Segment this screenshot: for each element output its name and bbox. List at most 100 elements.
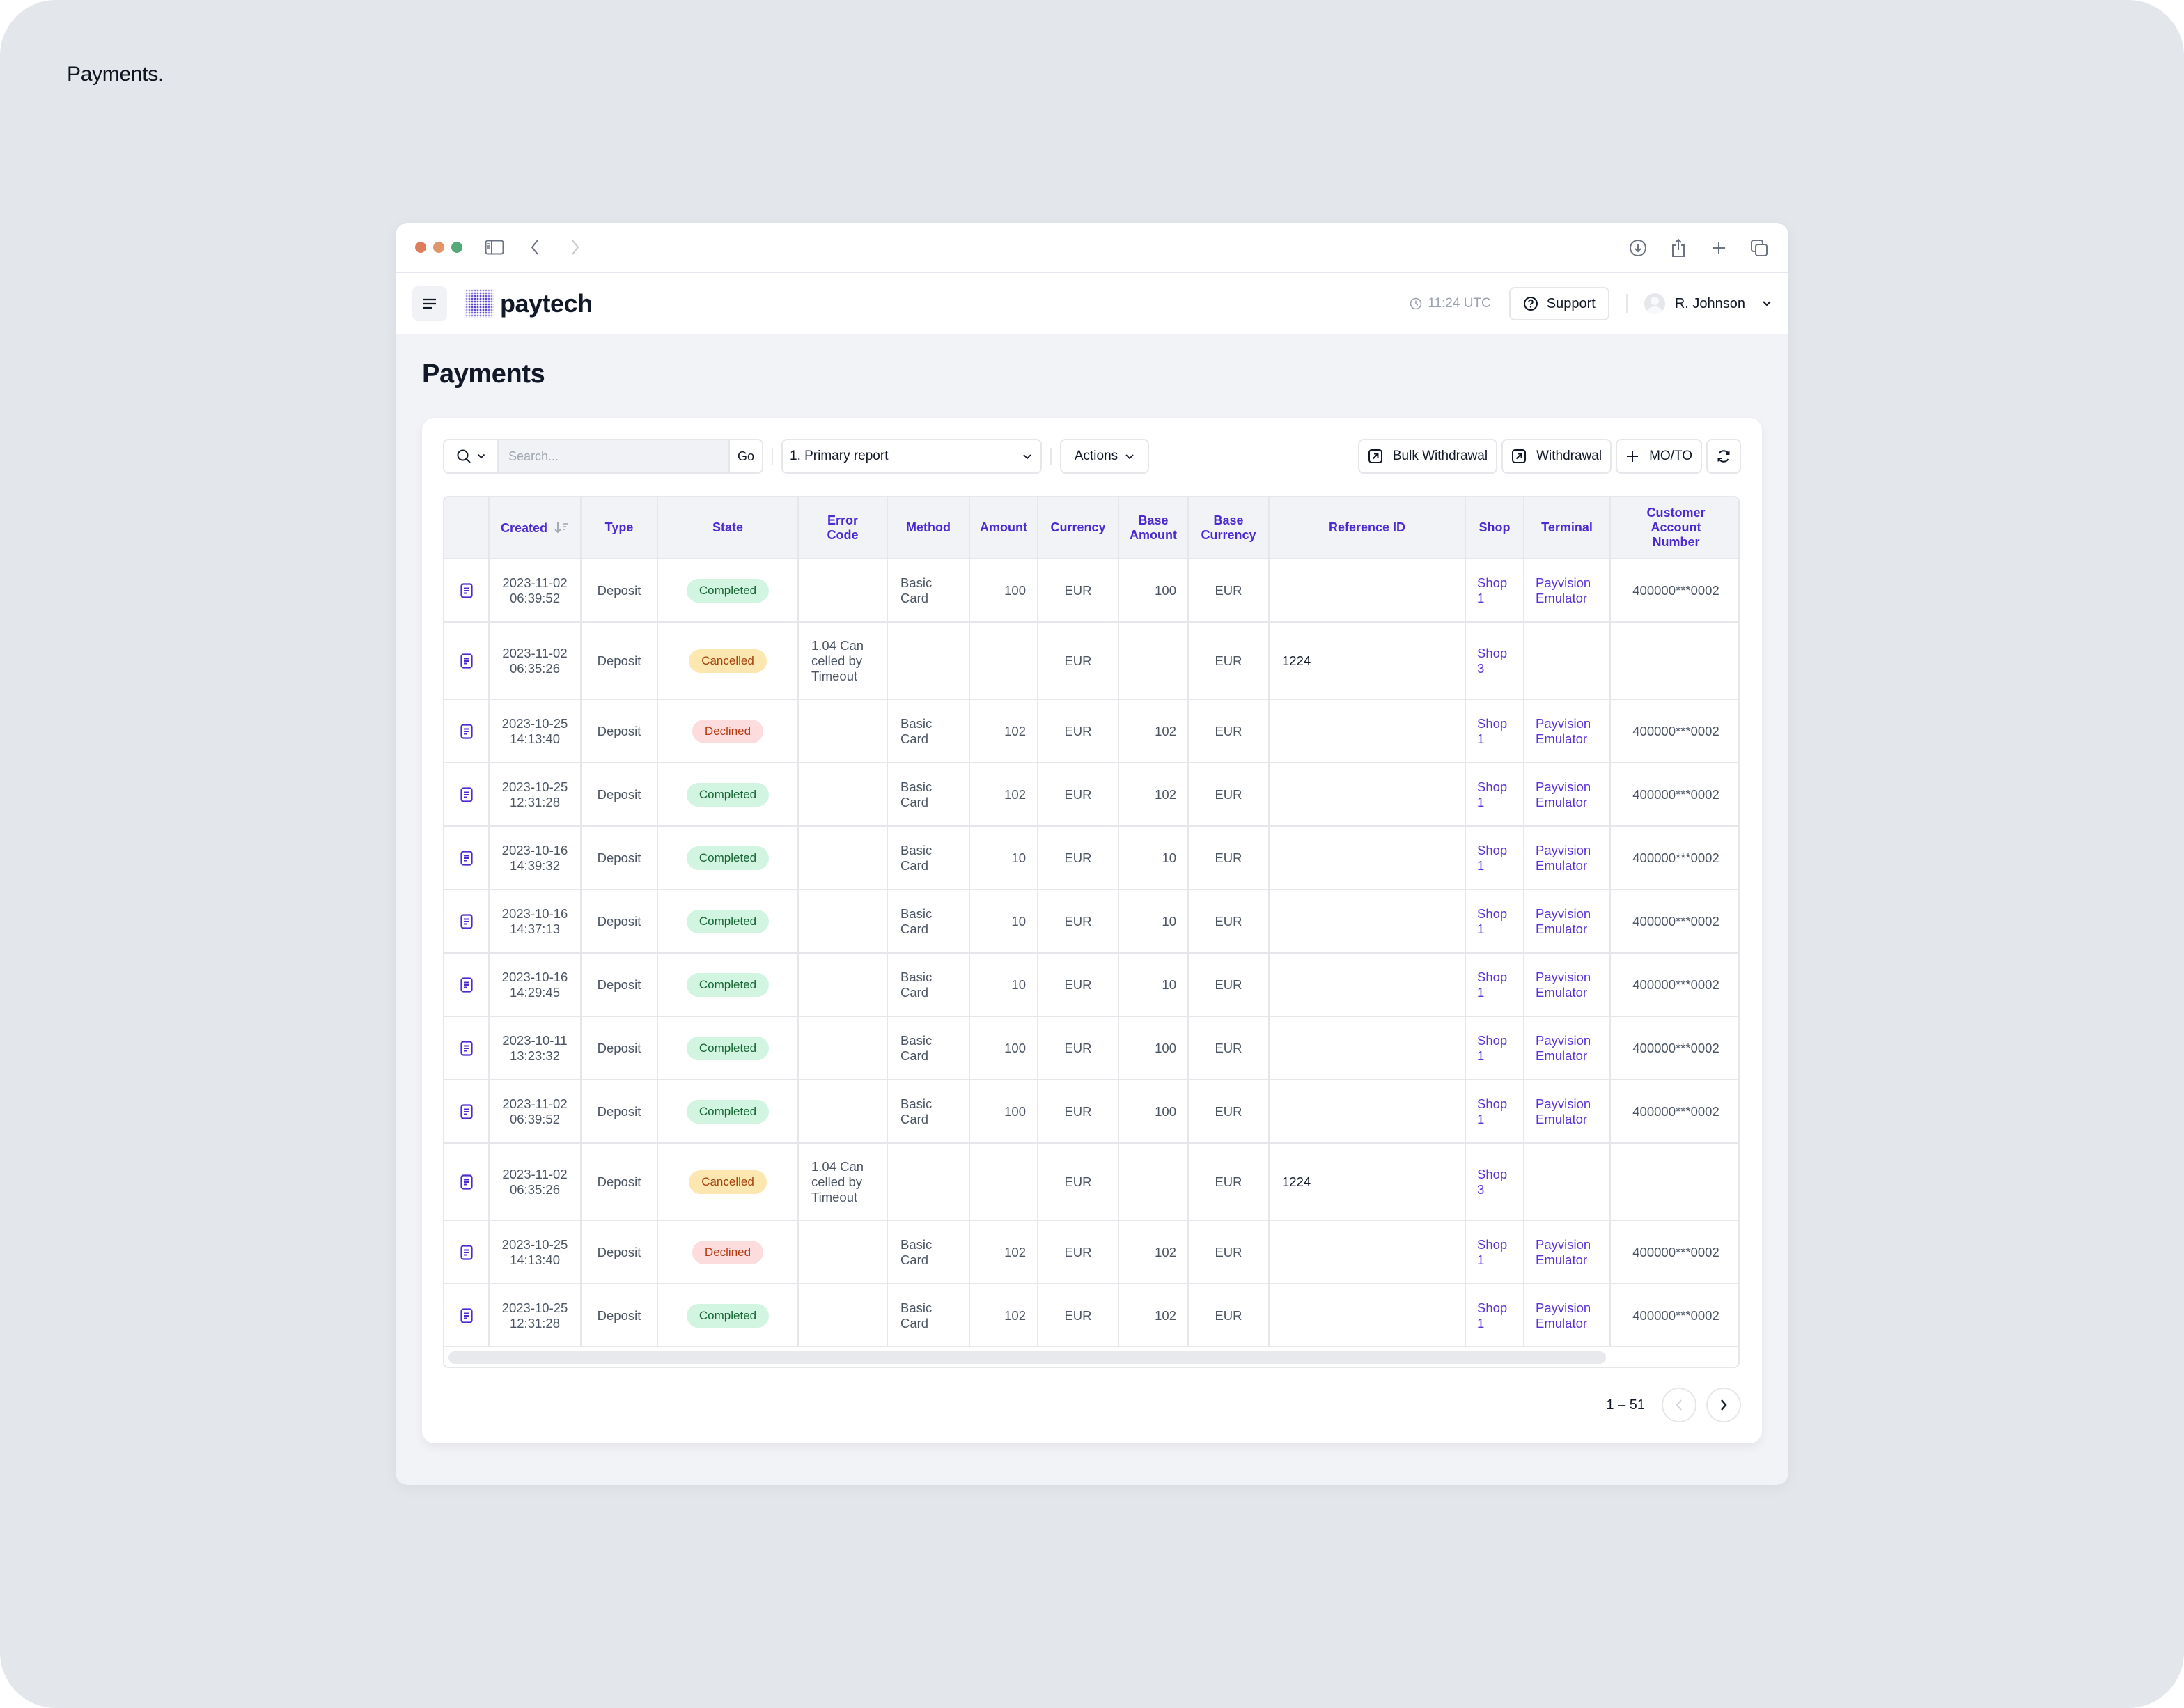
- download-icon[interactable]: [1625, 235, 1651, 261]
- refresh-button[interactable]: [1706, 439, 1741, 474]
- share-icon[interactable]: [1666, 235, 1691, 261]
- actions-dropdown[interactable]: Actions: [1060, 439, 1149, 474]
- forward-icon[interactable]: [563, 235, 588, 260]
- cell-terminal-link[interactable]: Payvision Emulator: [1524, 1080, 1611, 1144]
- row-detail-cell[interactable]: [444, 1080, 490, 1144]
- document-icon[interactable]: [460, 851, 473, 866]
- cell-terminal-link[interactable]: Payvision Emulator: [1524, 699, 1611, 763]
- cell-shop-link[interactable]: Shop 1: [1465, 1016, 1524, 1080]
- row-detail-cell[interactable]: [444, 890, 490, 954]
- table-row[interactable]: 2023-10-25 12:31:28 Deposit Completed Basic …: [444, 1284, 1738, 1348]
- cell-shop-link[interactable]: Shop 1: [1465, 559, 1524, 623]
- column-header-currency[interactable]: Currency: [1038, 497, 1119, 559]
- table-row[interactable]: 2023-10-16 14:37:13 Deposit Completed Basic …: [444, 890, 1738, 954]
- document-icon[interactable]: [460, 724, 473, 739]
- search-field-selector[interactable]: [444, 440, 499, 472]
- document-icon[interactable]: [460, 914, 473, 929]
- back-icon[interactable]: [522, 235, 547, 260]
- column-header-amount[interactable]: Amount: [969, 497, 1038, 559]
- row-detail-cell[interactable]: [444, 826, 490, 890]
- table-row[interactable]: 2023-10-25 14:13:40 Deposit Declined Basic C…: [444, 699, 1738, 763]
- column-header-method[interactable]: Method: [887, 497, 970, 559]
- cell-shop-link[interactable]: Shop 1: [1465, 1220, 1524, 1284]
- tabs-overview-icon[interactable]: [1747, 235, 1772, 261]
- minimize-window-button[interactable]: [433, 242, 444, 253]
- table-row[interactable]: 2023-10-16 14:39:32 Deposit Completed Basic …: [444, 826, 1738, 890]
- cell-shop-link[interactable]: Shop 1: [1465, 763, 1524, 827]
- table-row[interactable]: 2023-10-16 14:29:45 Deposit Completed Basic …: [444, 953, 1738, 1017]
- table-row[interactable]: 2023-11-02 06:39:52 Deposit Completed Basic …: [444, 559, 1738, 623]
- column-header-base-currency[interactable]: Base Currency: [1188, 497, 1270, 559]
- document-icon[interactable]: [460, 1041, 473, 1056]
- cell-terminal-link[interactable]: Payvision Emulator: [1524, 559, 1611, 623]
- table-row[interactable]: 2023-10-11 13:23:32 Deposit Completed Basic …: [444, 1016, 1738, 1080]
- cell-shop-link[interactable]: Shop 3: [1465, 622, 1524, 700]
- cell-shop-link[interactable]: Shop 1: [1465, 890, 1524, 954]
- close-window-button[interactable]: [415, 242, 426, 253]
- table-row[interactable]: 2023-11-02 06:35:26 Deposit Cancelled 1.04 C…: [444, 622, 1738, 700]
- moto-button[interactable]: MO/TO: [1616, 439, 1702, 474]
- new-tab-icon[interactable]: [1706, 235, 1731, 261]
- horizontal-scrollbar[interactable]: [444, 1346, 1738, 1367]
- cell-terminal-link[interactable]: Payvision Emulator: [1524, 953, 1611, 1017]
- sidebar-toggle-icon[interactable]: [482, 235, 507, 260]
- row-detail-cell[interactable]: [444, 953, 490, 1017]
- document-icon[interactable]: [460, 1308, 473, 1323]
- scrollbar-thumb[interactable]: [448, 1351, 1606, 1364]
- document-icon[interactable]: [460, 1104, 473, 1119]
- brand-logo[interactable]: paytech: [465, 289, 593, 318]
- row-detail-cell[interactable]: [444, 622, 490, 700]
- document-icon[interactable]: [460, 583, 473, 598]
- sort-descending-icon[interactable]: [554, 520, 569, 534]
- column-header-base-amount[interactable]: Base Amount: [1118, 497, 1189, 559]
- cell-terminal-link[interactable]: [1524, 1143, 1611, 1221]
- report-select[interactable]: 1. Primary report: [781, 439, 1042, 474]
- cell-terminal-link[interactable]: Payvision Emulator: [1524, 1220, 1611, 1284]
- previous-page-button[interactable]: [1662, 1388, 1696, 1422]
- column-header-state[interactable]: State: [657, 497, 799, 559]
- cell-terminal-link[interactable]: Payvision Emulator: [1524, 826, 1611, 890]
- column-header-customer-account-number[interactable]: Customer Account Number: [1610, 497, 1738, 559]
- table-row[interactable]: 2023-10-25 12:31:28 Deposit Completed Basic …: [444, 763, 1738, 827]
- document-icon[interactable]: [460, 653, 473, 669]
- row-detail-cell[interactable]: [444, 1220, 490, 1284]
- cell-shop-link[interactable]: Shop 1: [1465, 826, 1524, 890]
- maximize-window-button[interactable]: [451, 242, 462, 253]
- table-row[interactable]: 2023-11-02 06:39:52 Deposit Completed Basic …: [444, 1080, 1738, 1144]
- row-detail-cell[interactable]: [444, 1284, 490, 1348]
- document-icon[interactable]: [460, 787, 473, 802]
- column-header-shop[interactable]: Shop: [1465, 497, 1524, 559]
- column-header-created[interactable]: Created: [489, 497, 582, 559]
- table-row[interactable]: 2023-10-25 14:13:40 Deposit Declined Basic C…: [444, 1220, 1738, 1284]
- withdrawal-button[interactable]: Withdrawal: [1502, 439, 1612, 474]
- next-page-button[interactable]: [1706, 1388, 1741, 1422]
- document-icon[interactable]: [460, 1174, 473, 1190]
- row-detail-cell[interactable]: [444, 559, 490, 623]
- cell-shop-link[interactable]: Shop 3: [1465, 1143, 1524, 1221]
- cell-shop-link[interactable]: Shop 1: [1465, 1080, 1524, 1144]
- column-header-error-code[interactable]: Error Code: [798, 497, 888, 559]
- search-input[interactable]: [499, 440, 728, 472]
- cell-terminal-link[interactable]: [1524, 622, 1611, 700]
- cell-terminal-link[interactable]: Payvision Emulator: [1524, 1284, 1611, 1348]
- row-detail-cell[interactable]: [444, 1016, 490, 1080]
- row-detail-cell[interactable]: [444, 1143, 490, 1221]
- column-header-terminal[interactable]: Terminal: [1524, 497, 1611, 559]
- menu-button[interactable]: [412, 286, 447, 321]
- cell-shop-link[interactable]: Shop 1: [1465, 699, 1524, 763]
- cell-terminal-link[interactable]: Payvision Emulator: [1524, 890, 1611, 954]
- row-detail-cell[interactable]: [444, 699, 490, 763]
- cell-shop-link[interactable]: Shop 1: [1465, 953, 1524, 1017]
- column-header-reference-id[interactable]: Reference ID: [1269, 497, 1466, 559]
- go-button[interactable]: Go: [728, 440, 762, 472]
- table-row[interactable]: 2023-11-02 06:35:26 Deposit Cancelled 1.04 C…: [444, 1143, 1738, 1221]
- cell-terminal-link[interactable]: Payvision Emulator: [1524, 763, 1611, 827]
- cell-shop-link[interactable]: Shop 1: [1465, 1284, 1524, 1348]
- column-header-type[interactable]: Type: [581, 497, 658, 559]
- cell-terminal-link[interactable]: Payvision Emulator: [1524, 1016, 1611, 1080]
- bulk-withdrawal-button[interactable]: Bulk Withdrawal: [1357, 439, 1498, 474]
- support-button[interactable]: Support: [1508, 287, 1609, 320]
- document-icon[interactable]: [460, 977, 473, 993]
- user-menu[interactable]: R. Johnson: [1644, 293, 1772, 314]
- document-icon[interactable]: [460, 1245, 473, 1260]
